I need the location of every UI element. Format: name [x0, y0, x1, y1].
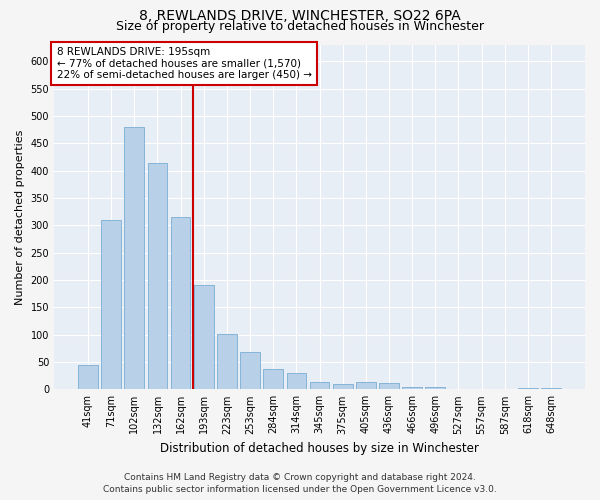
Bar	[263, 369, 283, 390]
X-axis label: Distribution of detached houses by size in Winchester: Distribution of detached houses by size …	[160, 442, 479, 455]
Text: Size of property relative to detached houses in Winchester: Size of property relative to detached ho…	[116, 20, 484, 33]
Bar	[217, 334, 237, 390]
Text: Contains HM Land Registry data © Crown copyright and database right 2024.
Contai: Contains HM Land Registry data © Crown c…	[103, 472, 497, 494]
Bar	[541, 388, 561, 390]
Bar	[171, 217, 190, 390]
Bar	[402, 386, 422, 390]
Bar	[333, 384, 353, 390]
Bar	[379, 382, 399, 390]
Text: 8 REWLANDS DRIVE: 195sqm
← 77% of detached houses are smaller (1,570)
22% of sem: 8 REWLANDS DRIVE: 195sqm ← 77% of detach…	[56, 46, 311, 80]
Text: 8, REWLANDS DRIVE, WINCHESTER, SO22 6PA: 8, REWLANDS DRIVE, WINCHESTER, SO22 6PA	[139, 9, 461, 23]
Bar	[518, 388, 538, 390]
Bar	[124, 127, 144, 390]
Bar	[287, 373, 306, 390]
Bar	[310, 382, 329, 390]
Bar	[356, 382, 376, 390]
Bar	[78, 364, 98, 390]
Bar	[449, 389, 468, 390]
Bar	[425, 387, 445, 390]
Bar	[194, 286, 214, 390]
Bar	[240, 352, 260, 390]
Y-axis label: Number of detached properties: Number of detached properties	[15, 130, 25, 305]
Bar	[148, 162, 167, 390]
Bar	[101, 220, 121, 390]
